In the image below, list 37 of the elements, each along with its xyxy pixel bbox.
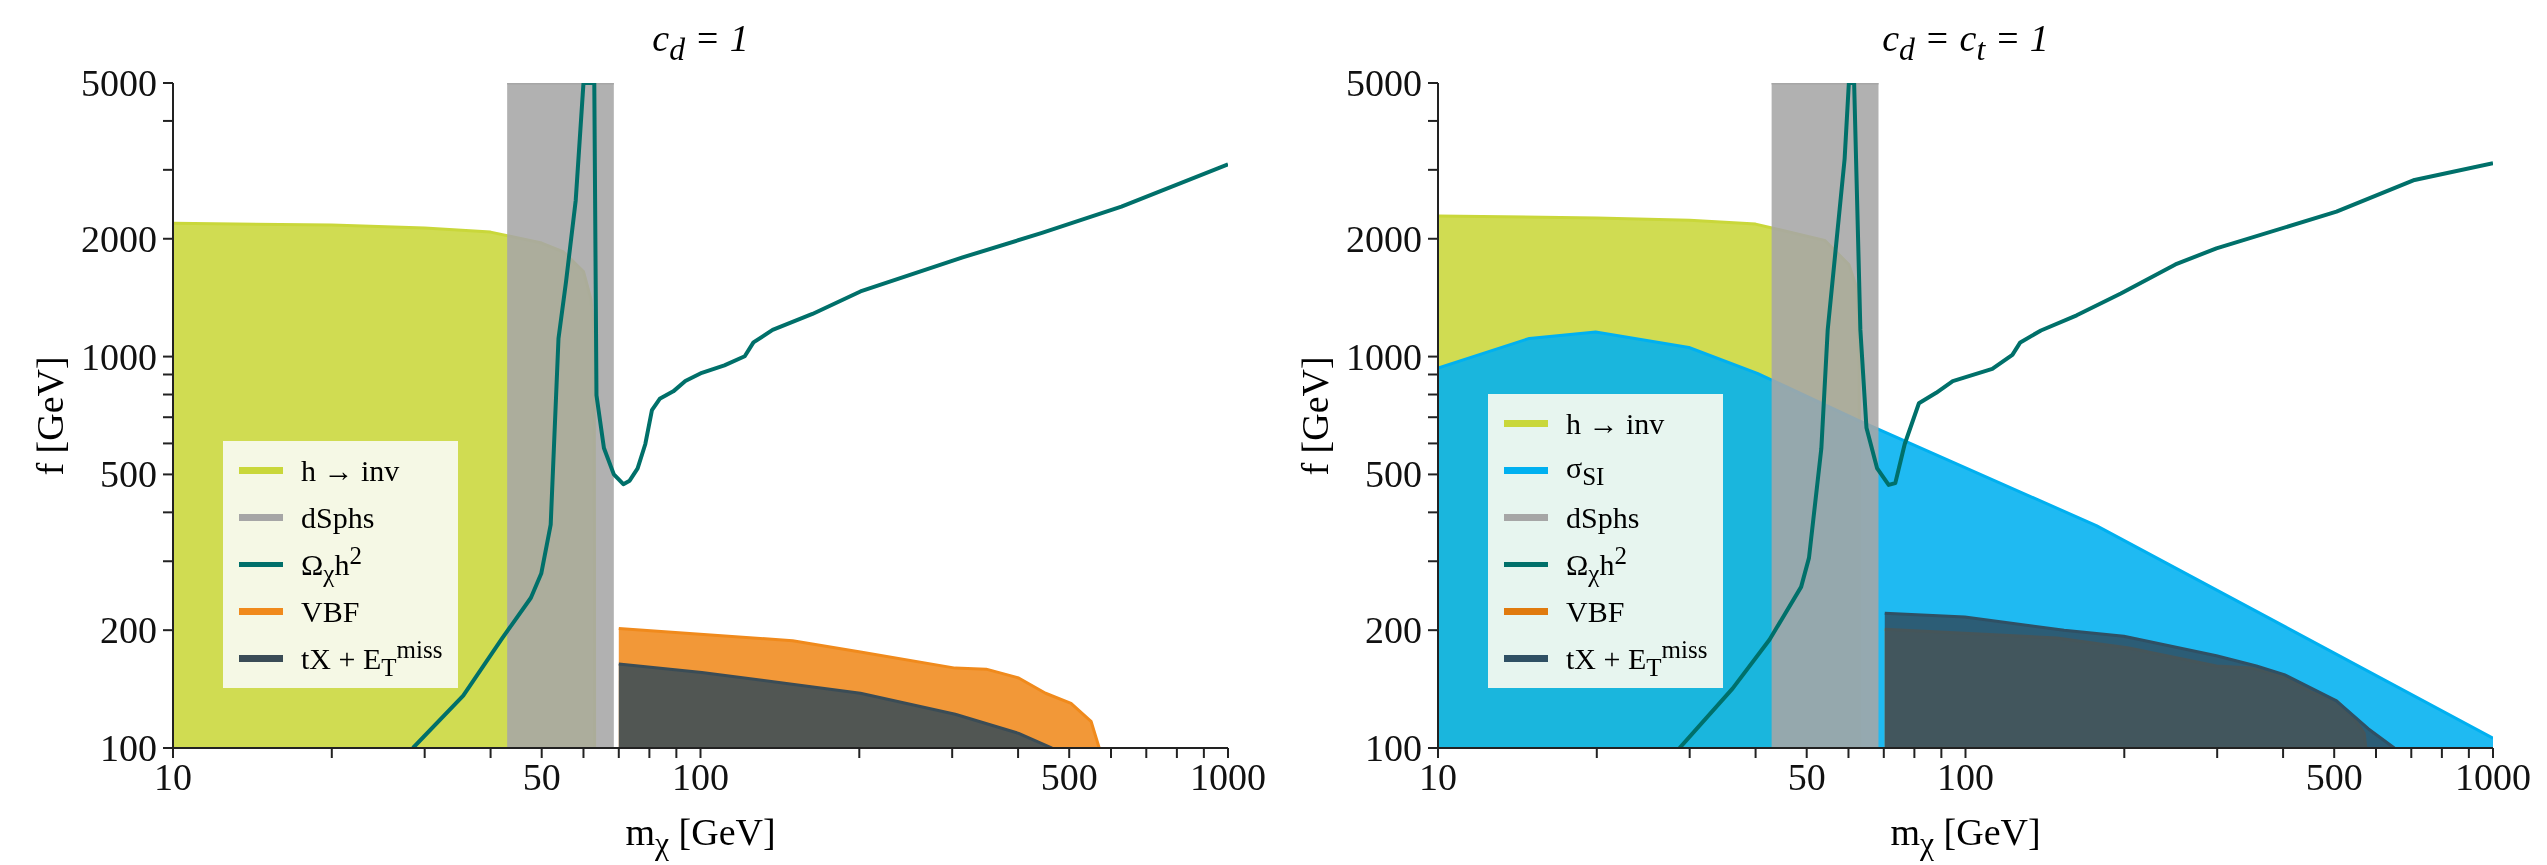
chart-title: c$_{d}$ = 1	[651, 16, 750, 68]
y-tick-label: 200	[1365, 609, 1422, 652]
x-tick-label: 10	[1419, 756, 1457, 798]
x-tick-label: 100	[1937, 756, 1994, 798]
y-tick-label: 5000	[81, 62, 157, 104]
chart-title: c$_{d}$ = c$_{t}$ = 1	[1881, 16, 2050, 68]
legend-label: σ$_{SI}$	[1566, 450, 1605, 491]
x-tick-label: 50	[1787, 756, 1826, 798]
y-tick-label: 1000	[1346, 335, 1422, 378]
legend-label: VBF	[301, 594, 360, 629]
x-axis-title: m$_{χ}$ [GeV]	[624, 810, 777, 862]
y-tick-label: 100	[100, 727, 157, 769]
x-tick-label: 100	[672, 756, 729, 798]
x-tick-label: 50	[522, 756, 561, 798]
legend-label: h → inv	[301, 453, 400, 488]
y-tick-label: 200	[100, 609, 157, 652]
y-axis-title: f [GeV]	[28, 355, 72, 476]
legend-label: h → inv	[1566, 406, 1665, 441]
y-tick-label: 500	[100, 453, 157, 496]
x-axis-title: m$_{χ}$ [GeV]	[1889, 810, 2042, 862]
y-tick-label: 2000	[81, 217, 157, 260]
y-tick-label: 5000	[1346, 62, 1422, 104]
x-tick-label: 500	[1040, 756, 1098, 798]
x-tick-label: 1000	[2455, 756, 2531, 798]
legend-label: Ω$_{χ}$h$^{2}$	[1566, 541, 1627, 588]
y-axis-title: f [GeV]	[1293, 355, 1337, 476]
legend-label: Ω$_{χ}$h$^{2}$	[301, 541, 362, 588]
legend-label: dSphs	[1566, 500, 1640, 535]
x-tick-label: 1000	[1190, 756, 1266, 798]
y-tick-label: 1000	[81, 335, 157, 378]
x-tick-label: 10	[154, 756, 192, 798]
legend-label: VBF	[1566, 594, 1625, 629]
legend-label: dSphs	[301, 500, 375, 535]
y-tick-label: 2000	[1346, 217, 1422, 260]
y-tick-label: 100	[1365, 727, 1422, 769]
x-tick-label: 500	[2305, 756, 2363, 798]
y-tick-label: 500	[1365, 453, 1422, 496]
